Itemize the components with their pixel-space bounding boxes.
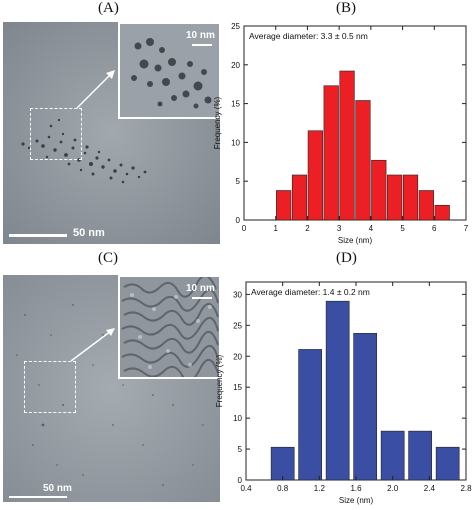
histogram-bar <box>435 446 460 481</box>
y-tick-label: 5 <box>236 177 241 186</box>
x-tick-label: 1.2 <box>314 484 326 493</box>
x-tick-label: 1 <box>273 224 278 233</box>
y-tick-label: 20 <box>233 352 242 361</box>
x-tick-label: 3 <box>337 224 342 233</box>
histogram-bar <box>325 300 350 481</box>
inset-scale-bar-c <box>192 297 212 299</box>
x-tick-label: 2.4 <box>424 484 436 493</box>
tem-image-a: 10 nm 50 nm <box>3 22 220 244</box>
histogram-bar <box>353 333 378 481</box>
histogram-bar <box>387 174 403 221</box>
plot-frame <box>243 25 467 221</box>
x-tick-label: 2.8 <box>460 484 472 493</box>
inset-scale-label-a: 10 nm <box>186 30 215 41</box>
x-axis-label: Size (nm) <box>339 496 374 505</box>
x-tick-label: 2 <box>305 224 310 233</box>
tem-image-c: 10 nm 50 nm <box>3 275 220 502</box>
pointer-arrow-a <box>76 70 115 109</box>
main-scale-bar-c <box>9 496 67 498</box>
y-tick-label: 5 <box>238 445 243 454</box>
x-tick-label: 0 <box>242 224 247 233</box>
plot-frame <box>245 281 467 481</box>
main-scale-bar-a <box>9 234 67 237</box>
main-scale-label-c: 50 nm <box>43 483 72 494</box>
x-tick-label: 4 <box>369 224 374 233</box>
region-of-interest-c <box>24 361 76 413</box>
pointer-arrow-c <box>70 328 115 362</box>
y-tick-label: 30 <box>233 290 242 299</box>
histogram-bar <box>418 190 434 221</box>
y-tick-label: 10 <box>233 414 242 423</box>
average-diameter-annotation: Average diameter: 1.4 ± 0.2 nm <box>251 287 370 297</box>
histogram-bar <box>380 430 405 481</box>
main-scale-label-a: 50 nm <box>73 227 105 239</box>
histogram-bar <box>276 190 292 221</box>
histogram-bar <box>355 100 371 221</box>
inset-scale-label-c: 10 nm <box>186 283 215 294</box>
x-tick-label: 6 <box>432 224 437 233</box>
y-tick-label: 25 <box>231 22 240 31</box>
y-tick-label: 25 <box>233 321 242 330</box>
histogram-bar <box>270 446 295 481</box>
region-of-interest-a <box>30 108 82 160</box>
nanoparticle-speckle-c <box>16 304 204 486</box>
histogram-bar <box>371 159 387 221</box>
y-tick-label: 10 <box>231 138 240 147</box>
histogram-bar <box>339 70 355 221</box>
histogram-bar <box>307 130 323 221</box>
y-tick-label: 15 <box>233 383 242 392</box>
histogram-bar <box>298 349 323 481</box>
panel-label-b: (B) <box>336 0 356 16</box>
x-tick-label: 5 <box>400 224 405 233</box>
x-axis-label: Size (nm) <box>338 236 373 245</box>
inset-image-c: 10 nm <box>118 275 220 379</box>
average-diameter-annotation: Average diameter: 3.3 ± 0.5 nm <box>249 31 368 41</box>
y-tick-label: 15 <box>231 100 240 109</box>
y-tick-label: 0 <box>236 216 241 225</box>
panel-label-a: (A) <box>98 0 119 16</box>
x-tick-label: 0.4 <box>240 484 252 493</box>
inset-scale-bar-a <box>192 44 212 46</box>
panel-label-d: (D) <box>336 250 357 266</box>
histogram-bar <box>408 430 433 481</box>
x-tick-label: 1.6 <box>350 484 362 493</box>
histogram-bar <box>291 174 308 221</box>
inset-image-a: 10 nm <box>118 22 220 119</box>
x-tick-label: 7 <box>464 224 469 233</box>
y-tick-label: 0 <box>238 476 243 485</box>
histogram-bar <box>434 204 450 221</box>
nanoparticle-cluster-a <box>21 118 147 184</box>
histogram-bar <box>402 174 419 221</box>
panel-label-c: (C) <box>98 250 118 266</box>
histogram-bar <box>323 85 339 221</box>
y-tick-label: 20 <box>231 61 240 70</box>
x-tick-label: 0.8 <box>277 484 289 493</box>
x-tick-label: 2.0 <box>387 484 399 493</box>
